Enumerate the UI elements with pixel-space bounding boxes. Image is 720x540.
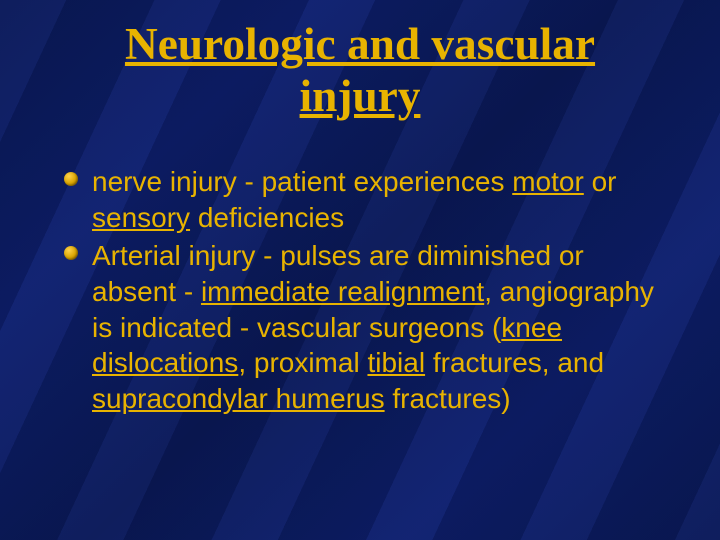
text-segment: , proximal — [238, 347, 367, 378]
title-line-2: injury — [300, 71, 421, 121]
text-segment: sensory — [92, 202, 190, 233]
text-segment: supracondylar humerus — [92, 383, 385, 414]
bullet-item: Arterial injury - pulses are diminished … — [92, 238, 672, 417]
bullet-item: nerve injury - patient experiences motor… — [92, 164, 672, 236]
text-segment: nerve injury - patient experiences — [92, 166, 512, 197]
slide-title: Neurologic and vascular injury — [48, 18, 672, 122]
bullet-list: nerve injury - patient experiences motor… — [48, 164, 672, 417]
text-segment: tibial — [367, 347, 425, 378]
title-line-1: Neurologic and vascular — [125, 19, 595, 69]
text-segment: deficiencies — [190, 202, 344, 233]
text-segment: fractures) — [385, 383, 511, 414]
slide-container: Neurologic and vascular injury nerve inj… — [0, 0, 720, 540]
text-segment: fractures, and — [425, 347, 604, 378]
text-segment: or — [584, 166, 617, 197]
text-segment: motor — [512, 166, 584, 197]
text-segment: immediate realignment — [201, 276, 484, 307]
